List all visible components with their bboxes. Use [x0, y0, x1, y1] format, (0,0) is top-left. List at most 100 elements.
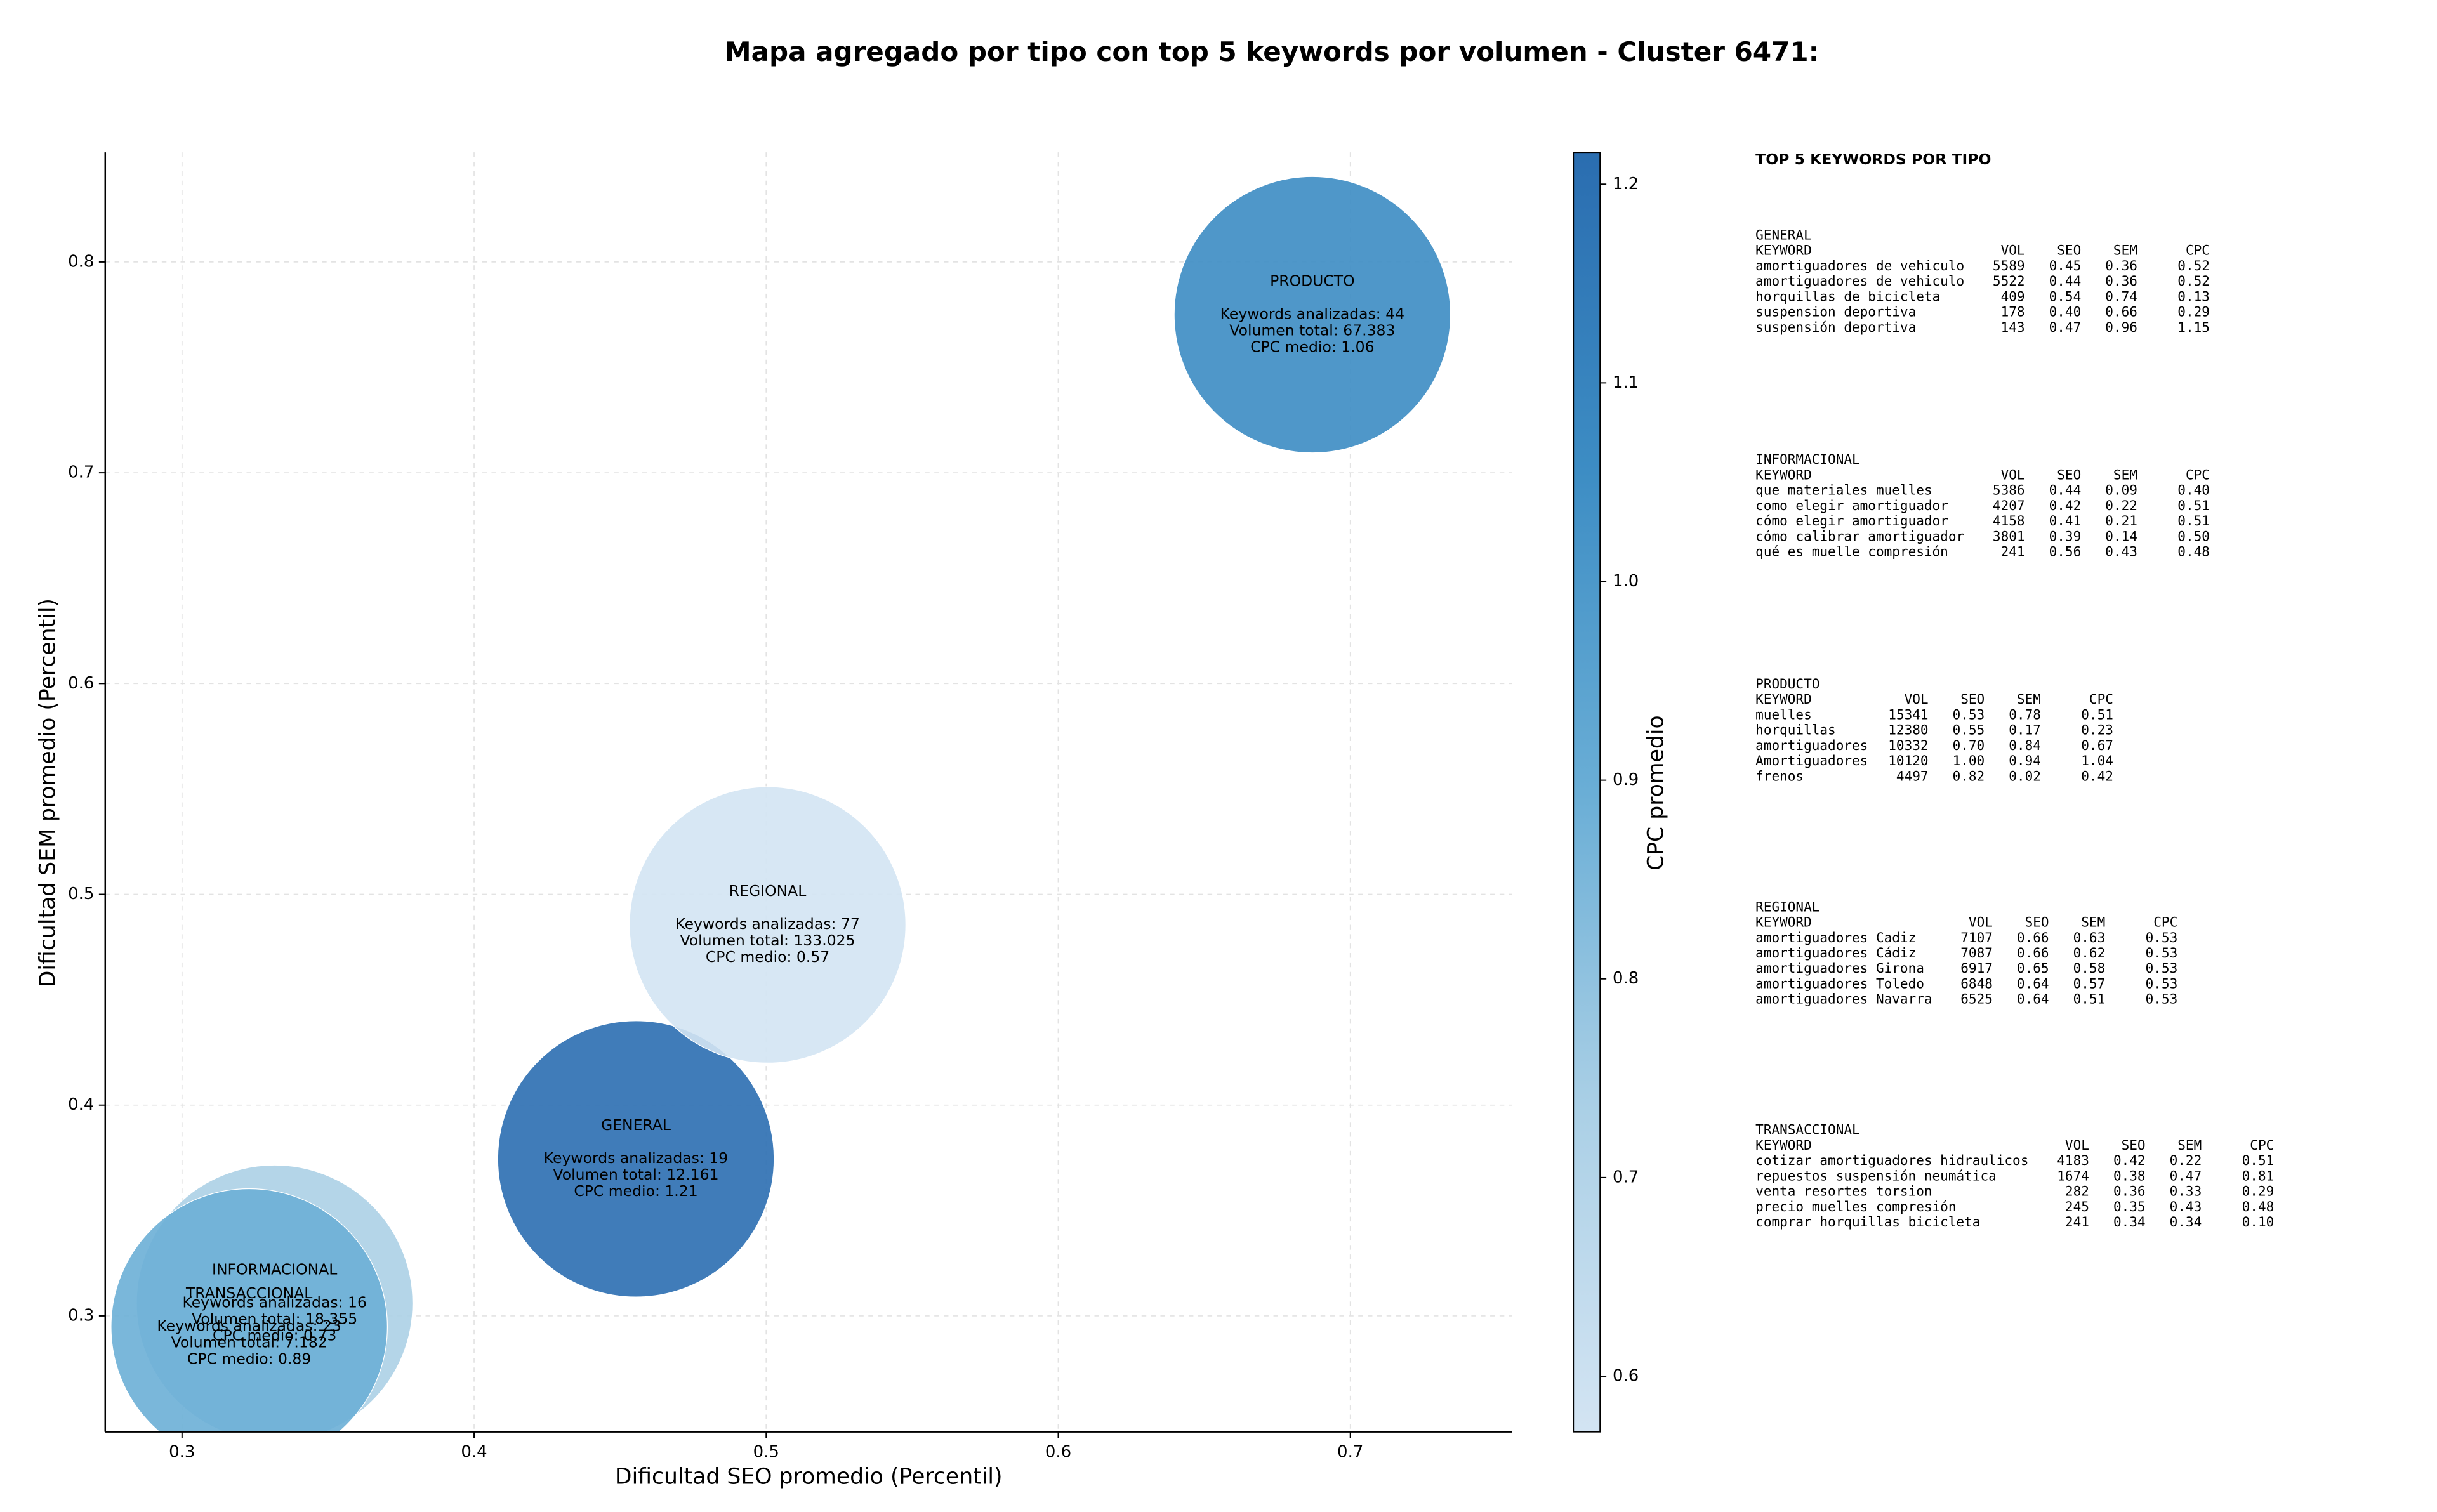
table-cell: 0.14 — [2105, 528, 2137, 544]
table-cell: 0.48 — [2242, 1199, 2275, 1214]
column-header: SEM — [2177, 1137, 2202, 1153]
bubble-annotation: Volumen total: 133.025 — [680, 931, 855, 949]
table-cell: horquillas de bicicleta — [1755, 288, 1940, 304]
bubble-annotation: CPC medio: 1.21 — [574, 1182, 697, 1200]
bubble — [110, 1188, 388, 1432]
table-cell: 0.35 — [2113, 1199, 2146, 1214]
table-cell: 0.36 — [2105, 258, 2137, 273]
table-cell: 0.36 — [2105, 273, 2137, 289]
table-cell: 6917 — [1960, 960, 1993, 976]
section-name: INFORMACIONAL — [1755, 451, 1859, 467]
table-cell: suspension deportiva — [1755, 304, 1916, 320]
table-cell: 0.44 — [2049, 273, 2082, 289]
column-header: SEM — [2017, 691, 2041, 707]
bubble-annotation: Keywords analizadas: 16 — [182, 1294, 366, 1311]
table-cell: 0.13 — [2177, 288, 2210, 304]
table-cell: 10120 — [1888, 753, 1928, 768]
colorbar-tick-label: 0.9 — [1613, 770, 1639, 789]
column-header: SEM — [2113, 466, 2137, 482]
bubble — [629, 786, 906, 1064]
table-cell: 0.17 — [2009, 722, 2041, 738]
table-cell: 0.09 — [2105, 482, 2137, 498]
table-cell: 0.02 — [2009, 768, 2041, 784]
table-cell: 0.10 — [2242, 1214, 2275, 1230]
table-cell: precio muelles compresión — [1755, 1199, 1956, 1214]
table-cell: amortiguadores Cádiz — [1755, 945, 1916, 961]
colorbar-tick-label: 1.1 — [1613, 373, 1639, 392]
bubble-annotation: Volumen total: 18.355 — [192, 1310, 357, 1327]
table-cell: venta resortes torsion — [1755, 1183, 1932, 1199]
table-cell: 0.96 — [2105, 319, 2137, 335]
table-cell: 15341 — [1888, 706, 1928, 722]
table-cell: 4183 — [2057, 1152, 2089, 1168]
table-cell: amortiguadores — [1755, 737, 1868, 753]
table-cell: como elegir amortiguador — [1755, 497, 1948, 513]
column-header: VOL — [2065, 1137, 2089, 1153]
y-tick-label: 0.5 — [68, 884, 94, 904]
column-header: SEO — [2025, 914, 2049, 930]
column-header: CPC — [2089, 691, 2113, 707]
table-cell: 1.00 — [1953, 753, 1985, 768]
table-cell: 0.53 — [2146, 930, 2178, 945]
table-cell: 0.51 — [2177, 513, 2210, 529]
bubble-name: REGIONAL — [729, 882, 807, 900]
x-tick-label: 0.6 — [1045, 1442, 1071, 1461]
section-name: TRANSACCIONAL — [1755, 1122, 1859, 1138]
table-cell: 409 — [2001, 288, 2025, 304]
bubble-annotation: Keywords analizadas: 44 — [1220, 305, 1404, 322]
colorbar-tick-label: 1.2 — [1613, 174, 1639, 194]
column-header: KEYWORD — [1755, 242, 1812, 258]
table-cell: 0.51 — [2073, 991, 2106, 1007]
table-cell: 1.15 — [2177, 319, 2210, 335]
table-cell: 0.52 — [2177, 258, 2210, 273]
table-cell: 1.04 — [2081, 753, 2113, 768]
column-header: CPC — [2153, 914, 2177, 930]
table-cell: cómo calibrar amortiguador — [1755, 528, 1964, 544]
table-cell: 1674 — [2057, 1167, 2089, 1183]
table-cell: 0.48 — [2177, 544, 2210, 560]
table-cell: 0.40 — [2049, 304, 2082, 320]
table-cell: 0.42 — [2113, 1152, 2146, 1168]
table-cell: cómo elegir amortiguador — [1755, 513, 1948, 529]
table-cell: 0.64 — [2017, 976, 2049, 992]
section-name: REGIONAL — [1755, 898, 1819, 914]
table-cell: 0.66 — [2017, 930, 2049, 945]
column-header: SEO — [2057, 466, 2081, 482]
table-cell: 0.45 — [2049, 258, 2082, 273]
table-cell: 12380 — [1888, 722, 1928, 738]
table-cell: 0.41 — [2049, 513, 2082, 529]
table-cell: 241 — [2001, 544, 2025, 560]
table-cell: comprar horquillas bicicleta — [1755, 1214, 1980, 1230]
bubble-annotation: Keywords analizadas: 23 — [157, 1317, 341, 1335]
table-cell: 0.78 — [2009, 706, 2041, 722]
colorbar-tick-label: 0.7 — [1613, 1167, 1639, 1187]
y-axis-label: Dificultad SEM promedio (Percentil) — [36, 598, 61, 987]
table-cell: 0.55 — [1953, 722, 1985, 738]
table-cell: 0.58 — [2073, 960, 2106, 976]
table-cell: 0.29 — [2242, 1183, 2275, 1199]
panel-title: TOP 5 KEYWORDS POR TIPO — [1755, 150, 1991, 168]
table-cell: 0.67 — [2081, 737, 2113, 753]
bubble — [497, 1020, 775, 1298]
table-cell: 0.53 — [2146, 991, 2178, 1007]
column-header: CPC — [2186, 466, 2210, 482]
table-cell: 0.38 — [2113, 1167, 2146, 1183]
y-tick-label: 0.3 — [68, 1306, 94, 1325]
table-cell: qué es muelle compresión — [1755, 544, 1948, 560]
y-tick-label: 0.4 — [68, 1095, 94, 1114]
table-cell: amortiguadores Girona — [1755, 960, 1924, 976]
column-header: KEYWORD — [1755, 914, 1812, 930]
table-cell: 5386 — [1993, 482, 2025, 498]
table-cell: amortiguadores Cadiz — [1755, 930, 1916, 945]
table-cell: 4207 — [1993, 497, 2025, 513]
bubble-annotation: Keywords analizadas: 19 — [544, 1149, 728, 1167]
section-name: GENERAL — [1755, 227, 1812, 242]
table-cell: frenos — [1755, 768, 1804, 784]
y-tick-label: 0.6 — [68, 674, 94, 693]
bubble — [1173, 176, 1451, 454]
column-header: VOL — [2001, 242, 2025, 258]
table-cell: 0.47 — [2170, 1167, 2202, 1183]
column-header: VOL — [2001, 466, 2025, 482]
column-header: KEYWORD — [1755, 1137, 1812, 1153]
